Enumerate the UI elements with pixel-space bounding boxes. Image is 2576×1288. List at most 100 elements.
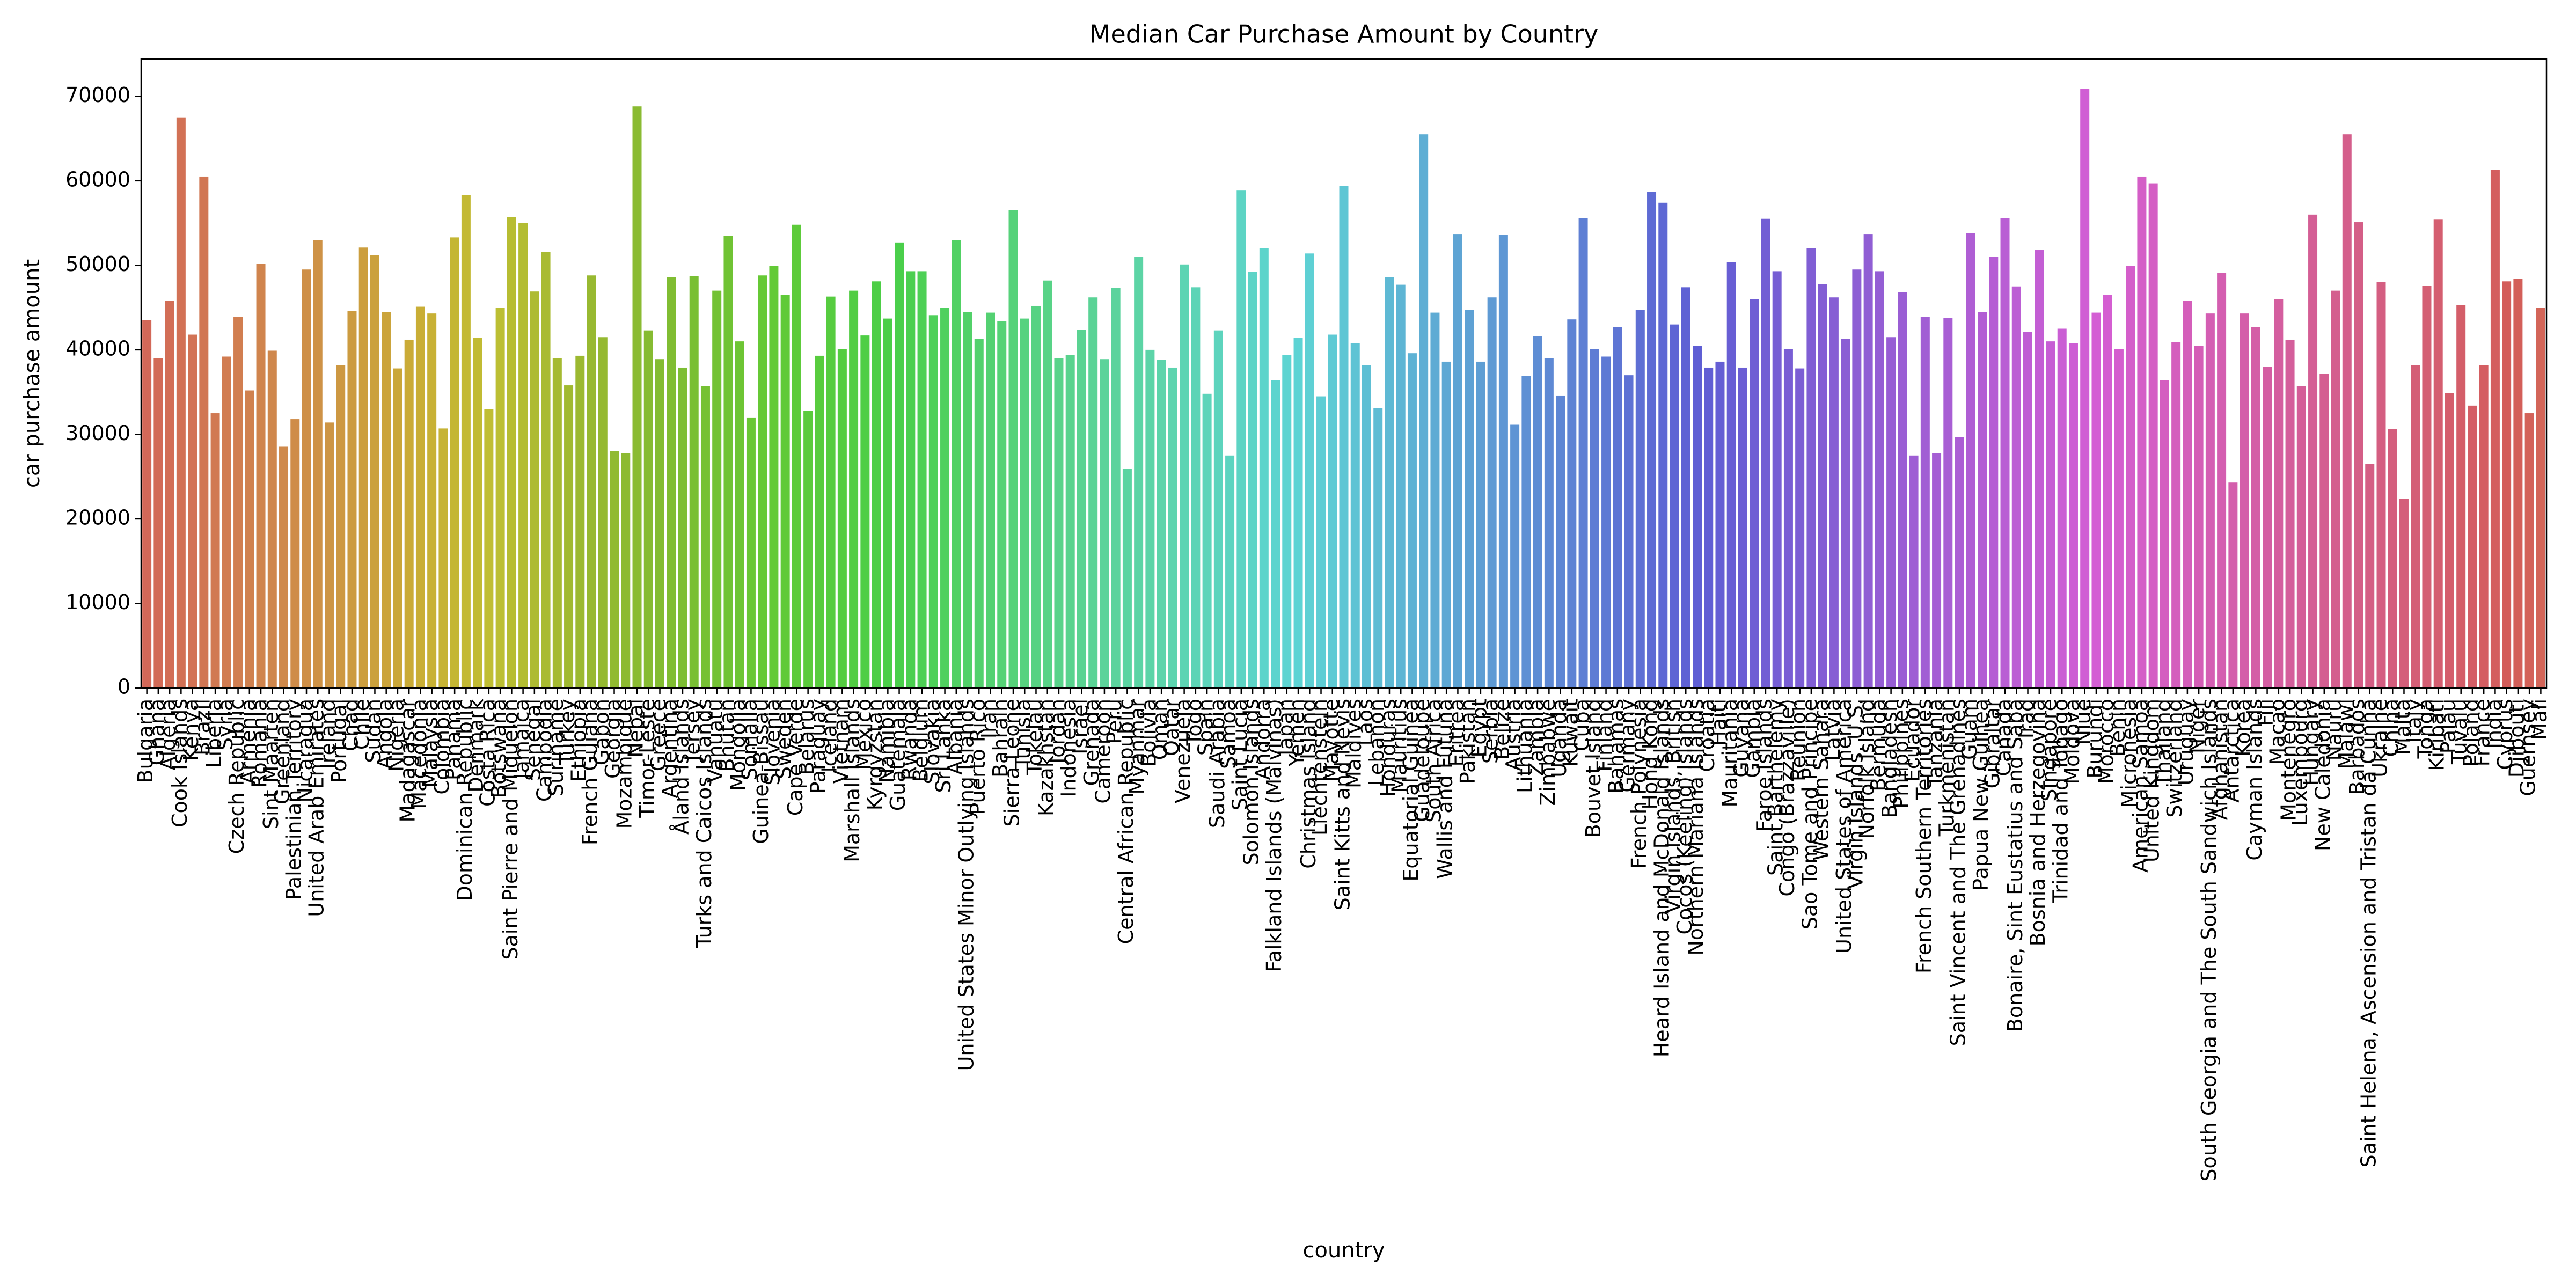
x-tick-label: Gibraltar: [1980, 699, 2004, 789]
x-tick-label: Lithuania: [1513, 699, 1536, 793]
bar: [153, 358, 163, 688]
bar: [1020, 318, 1029, 688]
bar: [1191, 287, 1201, 688]
x-tick-label: Marshall Islands: [840, 699, 864, 862]
x-tick-label: Chile: [350, 699, 374, 750]
x-tick-label: Somalia: [738, 699, 762, 780]
bar: [473, 338, 482, 688]
bar: [2331, 290, 2340, 688]
bar: [1590, 349, 1599, 688]
x-tick-label: Yemen: [1285, 699, 1309, 767]
bar: [1180, 264, 1189, 689]
x-tick-label: Mauritania: [1718, 699, 1742, 807]
bar: [2479, 365, 2489, 688]
bar: [256, 264, 266, 688]
bar: [1225, 455, 1235, 688]
bar: [2342, 134, 2352, 688]
bar: [2319, 374, 2329, 688]
x-tick-label: French Guiana: [579, 699, 602, 845]
x-tick-label: Niger: [2186, 699, 2209, 753]
x-tick-label: South Georgia and The South Sandwich Isl…: [2197, 699, 2221, 1182]
x-tick-label: Morocco: [2095, 699, 2118, 784]
x-tick-label: Cuba: [1570, 699, 1594, 751]
bar: [2228, 482, 2238, 688]
x-tick-label: Barbados: [2345, 699, 2369, 795]
x-tick-label: Peru: [1103, 699, 1126, 744]
x-tick-label: Macedonia: [407, 699, 431, 809]
bar: [815, 355, 824, 688]
x-tick-label: Chad: [339, 699, 362, 751]
bar: [210, 413, 220, 688]
x-tick-label: Angola: [373, 699, 397, 769]
bar: [1978, 312, 1987, 688]
bar: [1761, 218, 1770, 688]
x-tick-label: Georgia: [601, 699, 625, 779]
x-tick-label: Kenya: [179, 699, 203, 761]
y-tick-label: 20000: [65, 506, 130, 529]
x-tick-label: Sao Tome and Principe: [1798, 699, 1821, 930]
bar: [1248, 272, 1257, 688]
x-tick-label: Saint Pierre and Miquelon: [499, 699, 522, 960]
x-tick-label: Rwanda: [897, 699, 921, 780]
bar: [758, 275, 767, 688]
x-tick-label: Argentina: [658, 699, 682, 798]
bar: [780, 295, 790, 688]
x-tick-label: Puerto Rico: [966, 699, 990, 815]
bar: [1407, 353, 1417, 688]
x-tick-label: Solomon Islands: [1240, 699, 1263, 865]
x-tick-label: Micronesia: [2117, 699, 2141, 808]
x-tick-label: Czech Republic: [225, 699, 248, 854]
bar: [598, 337, 608, 688]
bar: [849, 290, 859, 688]
bar: [1213, 330, 1223, 688]
bar: [735, 341, 744, 688]
bar: [2046, 341, 2055, 688]
y-tick-label: 10000: [65, 590, 130, 614]
x-tick-label: Guatemala: [886, 699, 910, 811]
bar: [1100, 359, 1109, 688]
bar: [427, 313, 437, 688]
x-tick-label: Hong Kong: [1638, 699, 1662, 810]
bar: [1715, 361, 1725, 688]
x-tick-label: Virgin Islands, U.S.: [1843, 699, 1867, 889]
bar: [1328, 334, 1337, 688]
x-tick-label: Guinea-Bissau: [749, 699, 773, 844]
x-tick-label: Suriname: [544, 699, 568, 796]
bar: [1419, 134, 1429, 688]
x-tick-label: Kiribati: [2425, 699, 2449, 771]
bar: [279, 446, 289, 688]
bar: [1043, 280, 1052, 688]
x-tick-label: Mozambique: [612, 699, 636, 829]
bar: [2296, 386, 2306, 688]
bar: [1316, 396, 1326, 688]
bar: [1886, 337, 1896, 688]
bar: [1396, 284, 1406, 688]
x-tick-label: Uruguay: [2174, 699, 2198, 786]
x-tick-label: Jordan: [1045, 699, 1069, 765]
bar: [1465, 310, 1474, 688]
bar: [1259, 248, 1269, 688]
bar: [1533, 336, 1542, 688]
bar: [2068, 343, 2078, 688]
x-tick-label: Paraguay: [806, 699, 830, 794]
bar: [358, 247, 368, 689]
x-tick-label: Egypt: [1467, 699, 1491, 758]
bar: [2399, 499, 2409, 688]
bar: [1077, 330, 1086, 688]
bar: [1863, 234, 1873, 688]
x-tick-label: Bonaire, Sint Eustatius and Saba: [2003, 699, 2027, 1032]
bar: [461, 195, 471, 688]
x-tick-label: Guam: [1958, 699, 1981, 760]
x-tick-label: Bangladesh: [1878, 699, 1901, 818]
x-tick-label: Turkmenistan: [1935, 699, 1958, 837]
bar: [245, 390, 254, 688]
bar: [267, 350, 277, 688]
bar: [2388, 429, 2397, 688]
bar: [404, 339, 414, 688]
bar: [2217, 273, 2227, 689]
bar: [495, 308, 505, 688]
bar: [2376, 282, 2386, 688]
bar: [2171, 342, 2181, 688]
x-tick-label: Nauru: [2323, 699, 2346, 761]
x-tick-label: Saint Lucia: [1228, 699, 1252, 810]
